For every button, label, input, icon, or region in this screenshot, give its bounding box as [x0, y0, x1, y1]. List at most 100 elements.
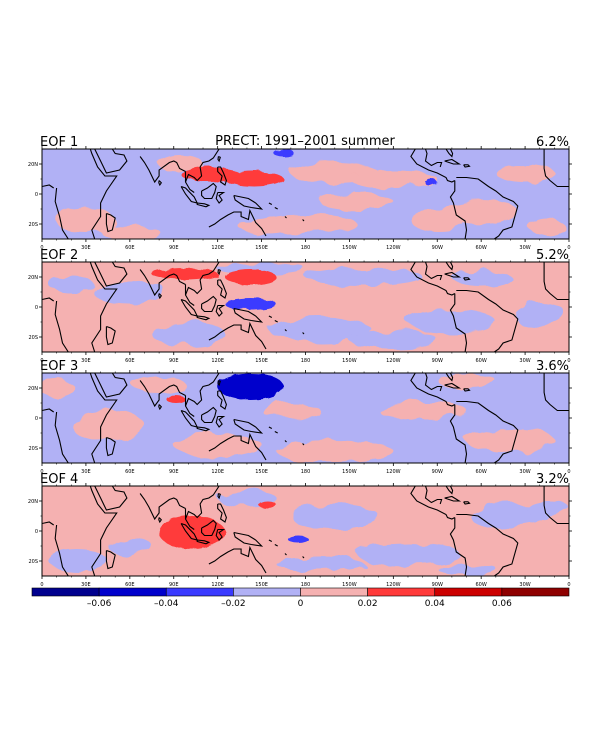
x-tick-label: 0	[40, 582, 43, 588]
colorbar-swatch	[300, 587, 368, 597]
field-patch	[444, 200, 518, 224]
x-tick-label: 60E	[125, 358, 135, 364]
coastline	[215, 304, 226, 317]
variance-explained: 3.2%	[536, 472, 569, 487]
coastline	[208, 432, 267, 461]
x-tick-label: 180	[301, 582, 311, 588]
field-patch	[525, 499, 569, 518]
field-patch	[151, 322, 225, 346]
coastline	[184, 171, 195, 193]
coastline	[105, 436, 116, 457]
y-tick-label: 20S	[28, 559, 38, 565]
field-patch	[268, 317, 372, 342]
coastline	[302, 332, 305, 335]
colorbar: –0.06 –0.04 –0.02 0 0.02 0.04 0.06	[31, 587, 570, 609]
field-patch	[378, 401, 467, 420]
field-patch	[513, 302, 567, 327]
x-tick-label: 120E	[211, 469, 224, 475]
coastline	[449, 517, 468, 576]
eof-anomaly-positive	[181, 167, 240, 182]
coastline	[89, 149, 118, 239]
field-patch	[466, 428, 555, 453]
x-tick-label: 180	[301, 245, 311, 251]
coastline	[139, 269, 186, 297]
x-tick-label: 0	[40, 245, 43, 251]
coastline	[463, 501, 471, 505]
figure-title: PRECT: 1991–2001 summer	[215, 134, 395, 149]
x-tick-label: 0	[567, 358, 570, 364]
x-tick-label: 90E	[169, 245, 179, 251]
eof-panel-2: 0 30E 60E 90E 120E 150E 180 150W 120W 90W 60W 30W 0 2…	[28, 248, 572, 364]
x-tick-label: 0	[40, 469, 43, 475]
field-2	[42, 258, 569, 352]
coastline	[217, 166, 227, 186]
coastline	[215, 528, 226, 541]
coastline	[94, 373, 128, 398]
coastline	[201, 295, 217, 313]
coastline	[201, 406, 217, 424]
coastline	[449, 404, 468, 463]
x-tick-label: 180	[301, 358, 311, 364]
coastline	[54, 187, 69, 239]
x-tick-label: 150E	[255, 358, 268, 364]
coastline	[302, 443, 305, 446]
colorbar-swatch	[98, 587, 167, 597]
colorbar-label: 0.06	[492, 599, 512, 609]
panel-label: EOF 1	[40, 135, 78, 150]
x-tick-label: 90E	[169, 469, 179, 475]
coastline	[231, 482, 235, 485]
coastline	[94, 486, 128, 511]
x-tick-label: 150E	[255, 245, 268, 251]
variance-explained: 6.2%	[536, 135, 569, 150]
variance-explained: 5.2%	[536, 248, 569, 263]
coastline	[215, 191, 226, 204]
coastline	[449, 180, 468, 239]
coastline	[42, 297, 55, 302]
eof-panel-1: 0 30E 60E 90E 120E 150E 180 150W 120W 90W 60W 30W 0 2…	[28, 135, 572, 251]
y-tick-label: 20S	[28, 222, 38, 228]
coastline	[139, 493, 186, 521]
x-tick-label: 90W	[432, 358, 443, 364]
y-tick-label: 20N	[28, 499, 38, 505]
eof-panel-3: 0 30E 60E 90E 120E 150E 180 150W 120W 90W 60W 30W 0 2…	[28, 359, 572, 475]
y-tick-label: 0	[35, 529, 38, 535]
coastline	[444, 158, 462, 165]
colorbar-label: 0.02	[358, 599, 378, 609]
coastline	[302, 219, 305, 222]
y-tick-label: 0	[35, 305, 38, 311]
coastline	[543, 486, 569, 525]
x-tick-label: 150W	[342, 582, 357, 588]
coastline	[456, 513, 519, 576]
coastline	[274, 431, 278, 434]
x-tick-label: 30W	[519, 469, 530, 475]
coastline	[445, 373, 454, 382]
coastlines	[42, 373, 569, 463]
field-patch	[93, 280, 167, 304]
coastline	[424, 373, 443, 392]
field-patch	[320, 194, 394, 209]
coastline	[184, 395, 195, 417]
field-patch	[349, 331, 438, 349]
x-tick-label: 30E	[81, 469, 91, 475]
field-1	[42, 149, 569, 239]
coastline	[444, 382, 462, 389]
x-tick-label: 120E	[211, 358, 224, 364]
field-patch	[239, 218, 299, 236]
field-patch	[261, 403, 321, 418]
x-tick-label: 60E	[125, 245, 135, 251]
coastline	[284, 216, 287, 219]
panel-label: EOF 4	[40, 472, 78, 487]
coastline	[184, 262, 220, 296]
coastline	[284, 440, 287, 443]
field-patch	[305, 268, 423, 286]
field-patch	[42, 379, 75, 397]
x-tick-label: 180	[301, 469, 311, 475]
coastline	[456, 289, 519, 352]
coastline	[463, 388, 471, 392]
coastline	[231, 258, 235, 261]
x-tick-label: 0	[567, 245, 570, 251]
coastline	[233, 194, 264, 210]
x-tick-label: 120W	[386, 469, 401, 475]
x-tick-label: 60W	[476, 469, 487, 475]
x-tick-label: 30W	[519, 245, 530, 251]
